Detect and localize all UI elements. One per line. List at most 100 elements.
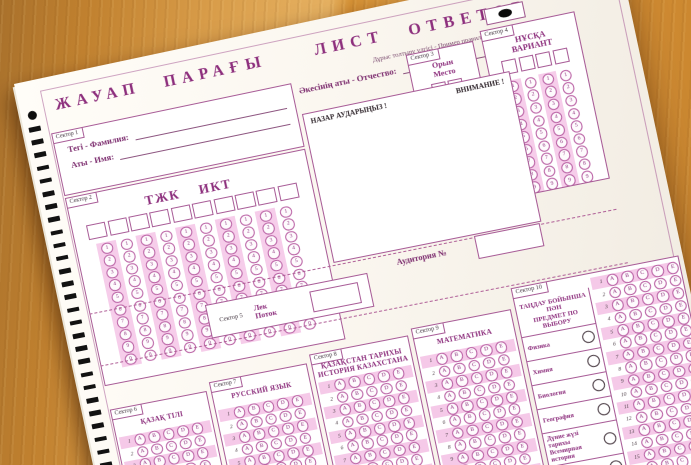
answer-bubble: D — [395, 455, 410, 465]
answer-bubble: Е — [673, 298, 689, 313]
subject-select-circle — [591, 378, 607, 393]
row-number: 14 — [630, 441, 638, 449]
answer-bubble: D — [679, 401, 691, 416]
answer-bubble: Е — [665, 261, 681, 276]
row-number: 13 — [628, 428, 636, 436]
registration-mark — [53, 241, 66, 249]
row-number: 5 — [237, 460, 242, 465]
answer-bubble: А — [242, 454, 257, 465]
registration-mark — [80, 370, 94, 378]
answer-bubble: С — [380, 458, 395, 465]
registration-mark — [33, 151, 47, 159]
row-number: 5 — [439, 407, 444, 414]
row-number: 1 — [429, 357, 434, 365]
answer-bubble: D — [503, 455, 518, 465]
row-number: 1 — [226, 411, 231, 418]
sector5-label: Сектор 5 — [218, 311, 244, 324]
registration-mark — [55, 254, 69, 262]
write-box — [86, 221, 109, 241]
row-number: 6 — [612, 341, 617, 348]
registration-mark — [31, 138, 44, 146]
row-number: 10 — [620, 391, 628, 399]
answer-bubble: Е — [668, 273, 683, 288]
answer-bubble: С — [675, 454, 690, 465]
answer-bubble: D — [682, 414, 691, 429]
subject-select-circle — [581, 329, 597, 345]
row-number: 9 — [620, 378, 625, 386]
write-box — [128, 212, 151, 232]
registration-mark — [64, 293, 77, 301]
row-number: 5 — [609, 328, 614, 336]
registration-mark — [86, 396, 99, 404]
filled-bubble-example — [497, 7, 513, 19]
row-number: 8 — [447, 444, 452, 451]
row-number: 2 — [229, 423, 234, 430]
row-number: 6 — [340, 445, 345, 452]
registration-mark — [75, 344, 88, 352]
registration-mark — [99, 461, 113, 465]
answer-bubble: В — [660, 457, 675, 465]
registration-mark — [36, 164, 50, 172]
row-number: 7 — [342, 457, 347, 464]
registration-mark — [83, 383, 97, 391]
registration-mark — [39, 177, 53, 185]
row-number: 4 — [436, 394, 441, 402]
sector5-title: Лек Поток — [252, 300, 278, 321]
answer-bubble: В — [473, 460, 488, 465]
row-number: 3 — [332, 408, 337, 415]
answer-bubble: А — [644, 460, 660, 465]
answer-bubble: В — [257, 451, 272, 465]
registration-mark — [42, 190, 55, 197]
write-box — [107, 217, 130, 236]
registration-mark — [50, 228, 64, 236]
registration-mark — [28, 125, 42, 133]
registration-mark — [47, 215, 61, 223]
subject-name: Физика — [526, 340, 551, 353]
answer-bubble: D — [289, 458, 304, 465]
registration-mark — [88, 409, 102, 417]
row-number: 1 — [599, 278, 604, 286]
row-number: 8 — [617, 366, 622, 373]
write-box — [213, 195, 236, 215]
sector5-write-box — [309, 281, 362, 312]
write-box — [149, 208, 172, 228]
row-number: 5 — [337, 432, 342, 440]
write-box — [552, 47, 570, 65]
subject-name: География — [542, 411, 575, 425]
row-number: 7 — [615, 353, 620, 361]
row-number: 2 — [431, 370, 436, 377]
write-box — [234, 191, 257, 211]
row-number: 4 — [334, 420, 339, 428]
name-label: Аты - Имя: — [70, 151, 115, 170]
row-number: 4 — [234, 447, 239, 455]
answer-sheet-paper: ЖАУАП ПАРАҒЫ ЛИСТ ОТВЕТОВ Дұрыс толтыру … — [14, 0, 691, 465]
row-number: 11 — [623, 403, 630, 411]
subject-name: Химия — [532, 365, 554, 377]
subject-select-circle — [586, 353, 602, 369]
registration-mark — [44, 202, 58, 210]
row-number: 12 — [625, 416, 633, 424]
answer-bubble: Е — [671, 286, 686, 301]
row-number: 2 — [601, 291, 606, 298]
registration-mark — [61, 280, 75, 288]
registration-mark — [97, 448, 110, 456]
row-number: 7 — [444, 431, 449, 439]
registration-mark — [94, 435, 107, 443]
subject-select-circle — [596, 402, 612, 417]
row-number: 3 — [604, 303, 609, 311]
row-number: 4 — [607, 316, 612, 323]
registration-dot — [27, 110, 38, 121]
subject-select-circle — [608, 459, 624, 465]
write-box — [255, 186, 278, 206]
registration-mark — [58, 267, 72, 275]
answer-bubble: В — [365, 461, 380, 465]
subject-select-circle — [602, 430, 618, 446]
answer-bubble: С — [488, 457, 503, 465]
row-number: 3 — [232, 435, 236, 443]
row-number: 6 — [442, 419, 447, 427]
row-number: 2 — [130, 450, 135, 458]
write-box — [518, 54, 536, 72]
write-box — [170, 204, 193, 223]
answer-bubble: Е — [198, 458, 213, 465]
